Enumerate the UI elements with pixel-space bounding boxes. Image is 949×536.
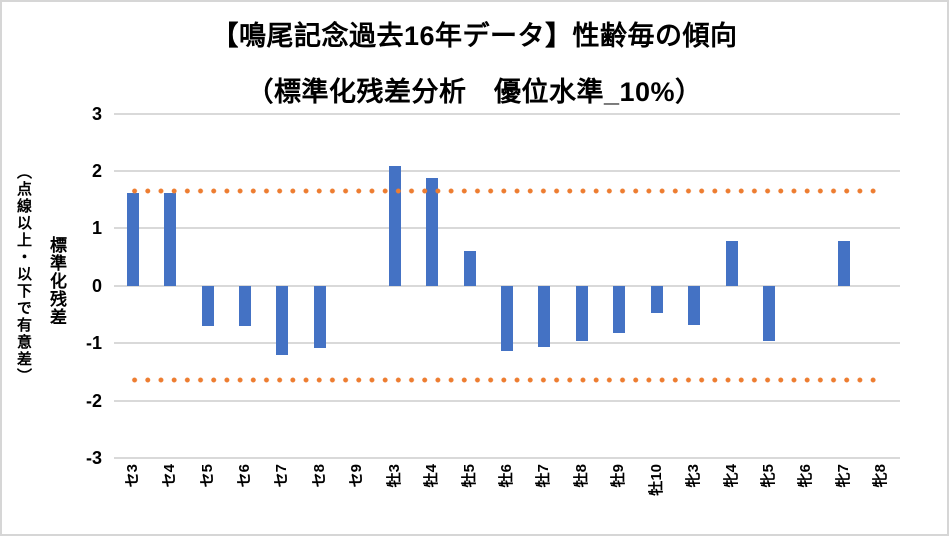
gridline bbox=[114, 456, 900, 459]
y-tick-label: 0 bbox=[91, 275, 102, 296]
x-tick-label: セ9 bbox=[348, 464, 366, 488]
bar-セ6 bbox=[239, 285, 251, 327]
gridline bbox=[114, 112, 900, 115]
x-tick-label: 牡4 bbox=[423, 464, 441, 488]
bar-セ3 bbox=[126, 193, 139, 286]
x-tick-label: 牡10 bbox=[647, 464, 665, 496]
x-tick-label: セ3 bbox=[123, 464, 141, 488]
significance-dotted-line bbox=[128, 377, 876, 384]
y-tick-label: 1 bbox=[91, 218, 102, 239]
bar-牝3 bbox=[688, 285, 701, 325]
x-tick-label: 牡5 bbox=[460, 464, 478, 488]
x-tick-label: 牝7 bbox=[834, 464, 852, 488]
x-tick-label: 牝5 bbox=[760, 464, 777, 488]
bar-牝5 bbox=[763, 285, 775, 341]
y-axis-note: （点線以上・以下で有意差） bbox=[15, 164, 32, 385]
bar-セ7 bbox=[276, 285, 289, 355]
x-tick-label: 牡3 bbox=[385, 464, 403, 488]
bar-セ8 bbox=[313, 285, 326, 349]
y-tick-label: 2 bbox=[91, 160, 102, 181]
bar-牡9 bbox=[613, 285, 626, 333]
y-tick-label: -2 bbox=[85, 390, 102, 411]
bar-セ5 bbox=[201, 285, 214, 327]
x-tick-label: 牡8 bbox=[572, 464, 590, 488]
bar-牡5 bbox=[463, 250, 476, 286]
chart-subtitle: （標準化残差分析 優位水準_10%） bbox=[246, 77, 703, 107]
bar-セ4 bbox=[164, 193, 177, 286]
y-tick-label: -3 bbox=[85, 447, 102, 468]
x-tick-label: 牡6 bbox=[498, 464, 515, 488]
bar-牡3 bbox=[388, 166, 401, 286]
x-tick-label: 牝4 bbox=[722, 464, 740, 488]
x-tick-label: セ8 bbox=[310, 464, 328, 488]
bar-牝7 bbox=[837, 240, 850, 286]
x-tick-label: 牝8 bbox=[872, 464, 890, 488]
y-tick-label: -1 bbox=[85, 333, 102, 354]
y-tick-label: 3 bbox=[91, 103, 102, 124]
significance-dotted-line bbox=[128, 188, 876, 195]
bar-牡6 bbox=[501, 285, 513, 351]
x-tick-label: 牡7 bbox=[535, 464, 553, 488]
chart-title: 【鳴尾記念過去16年データ】性齢毎の傾向 bbox=[211, 21, 738, 51]
gridline bbox=[114, 227, 900, 230]
x-tick-label: セ5 bbox=[198, 464, 216, 488]
bar-牝4 bbox=[725, 240, 738, 286]
x-tick-label: 牡9 bbox=[610, 464, 628, 488]
y-axis-title: 標準化残差 bbox=[47, 236, 66, 326]
gridline bbox=[114, 169, 900, 172]
gridline bbox=[114, 399, 900, 402]
bar-牡4 bbox=[426, 177, 439, 286]
x-tick-label: セ4 bbox=[161, 464, 179, 488]
x-tick-label: セ6 bbox=[236, 464, 253, 488]
x-tick-label: 牝3 bbox=[685, 464, 703, 488]
bar-牡7 bbox=[538, 285, 551, 347]
x-tick-label: 牝6 bbox=[797, 464, 815, 488]
bar-牡10 bbox=[650, 285, 663, 314]
x-tick-label: セ7 bbox=[273, 464, 291, 488]
bar-牡8 bbox=[575, 285, 588, 341]
